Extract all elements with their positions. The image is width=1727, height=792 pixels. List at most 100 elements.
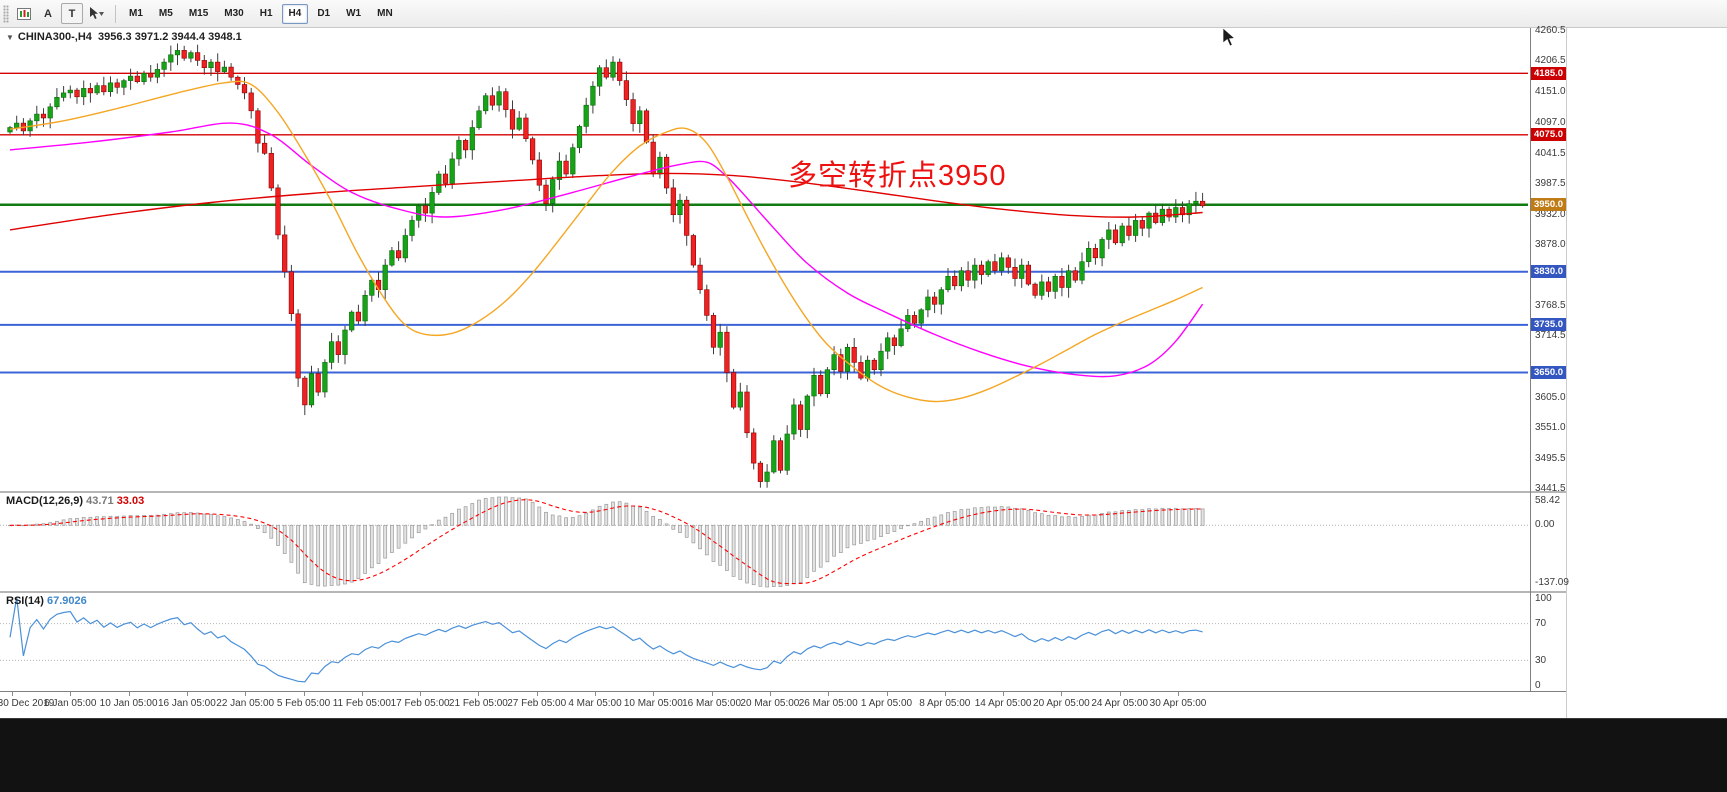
time-tick <box>653 692 655 696</box>
pane-splitter[interactable] <box>0 591 1566 593</box>
chart-window-icon <box>17 7 31 20</box>
price-tick-label: 4151.0 <box>1535 86 1566 98</box>
time-tick <box>1061 692 1063 696</box>
price-tick-label: 3932.0 <box>1535 208 1566 220</box>
macd-signal-line <box>10 499 1203 585</box>
time-tick <box>828 692 830 696</box>
time-label: 6 Jan 05:00 <box>44 698 97 709</box>
rsi-axis[interactable]: 100 70 30 0 <box>1531 593 1566 691</box>
macd-histogram <box>8 496 1205 588</box>
macd-axis[interactable]: 58.42 0.00 -137.09 <box>1531 493 1569 591</box>
horizontal-level-lines[interactable] <box>0 72 1528 374</box>
price-level-label: 3830.0 <box>1531 265 1566 279</box>
price-level-label: 3650.0 <box>1531 365 1566 379</box>
time-axis[interactable]: 30 Dec 2019 6 Jan 05:00 10 Jan 05:00 16 Jan… <box>0 691 1566 718</box>
time-label: 10 Jan 05:00 <box>99 698 158 709</box>
time-tick <box>536 692 538 696</box>
price-axis[interactable]: 4260.5 4206.5 4151.0 4097.0 4041.5 3987.5 3932… <box>1531 25 1566 494</box>
time-tick <box>70 692 72 696</box>
chart-right-edge <box>1566 28 1567 718</box>
time-label: 30 Dec 2019 <box>0 698 55 709</box>
time-label: 24 Apr 05:00 <box>1091 698 1149 709</box>
time-tick <box>944 692 946 696</box>
cursor-dropdown-icon <box>90 7 104 19</box>
price-tick-label: 3768.5 <box>1535 300 1566 312</box>
right-empty-area <box>1567 28 1727 718</box>
macd-pane[interactable]: MACD(12,26,9) 43.71 33.03 <box>0 493 1530 591</box>
ma-slow-red <box>9 172 1203 231</box>
text-annotation-button[interactable]: A <box>37 3 59 24</box>
time-label: 27 Feb 05:00 <box>507 698 567 709</box>
symbol-label: CHINA300-,H4 <box>17 31 92 43</box>
time-label: 8 Apr 05:00 <box>919 698 971 709</box>
rsi-tick-label: 70 <box>1535 618 1547 630</box>
price-tick-label: 3987.5 <box>1535 177 1566 189</box>
time-label: 21 Feb 05:00 <box>448 698 508 709</box>
time-tick <box>12 692 13 696</box>
macd-tick-label: -137.09 <box>1535 577 1569 588</box>
time-tick <box>420 692 422 696</box>
timeframe-w1-button[interactable]: W1 <box>339 4 368 24</box>
time-label: 20 Apr 05:00 <box>1033 698 1090 709</box>
price-axis-border <box>1530 28 1531 718</box>
rsi-tick-label: 0 <box>1535 680 1541 691</box>
time-tick <box>1119 692 1121 696</box>
time-label: 22 Jan 05:00 <box>216 698 275 709</box>
timeframe-h1-button[interactable]: H1 <box>253 4 280 24</box>
price-tick-label: 4097.0 <box>1535 116 1566 128</box>
time-label: 16 Mar 05:00 <box>682 698 742 709</box>
time-tick <box>711 692 713 696</box>
ma-mid-magenta <box>9 122 1204 378</box>
time-label: 10 Mar 05:00 <box>623 698 683 709</box>
chart-title: ▼ CHINA300-,H4 3956.3 3971.2 3944.4 3948.… <box>6 31 242 43</box>
candlestick-chart[interactable] <box>0 28 1530 491</box>
cursor-dropdown-button[interactable] <box>85 3 109 24</box>
price-level-label: 3950.0 <box>1531 198 1566 212</box>
macd-plot[interactable] <box>0 493 1530 591</box>
timeframe-mn-button[interactable]: MN <box>370 4 400 24</box>
timeframe-m1-button[interactable]: M1 <box>122 4 150 24</box>
rsi-plot[interactable] <box>0 593 1530 691</box>
price-tick-label: 4260.5 <box>1535 25 1566 37</box>
rsi-tick-label: 100 <box>1535 593 1552 604</box>
toolbar-grip[interactable] <box>3 4 9 23</box>
toolbar-separator <box>115 4 116 23</box>
time-tick <box>595 692 596 696</box>
time-tick <box>361 692 363 696</box>
main-price-pane[interactable]: ▼ CHINA300-,H4 3956.3 3971.2 3944.4 3948.… <box>0 28 1530 491</box>
chart-window-button[interactable] <box>13 3 35 24</box>
pane-splitter[interactable] <box>0 491 1566 493</box>
price-tick-label: 4206.5 <box>1535 55 1566 67</box>
time-label: 14 Apr 05:00 <box>974 698 1032 709</box>
time-tick <box>478 692 480 696</box>
macd-tick-label: 58.42 <box>1535 495 1561 506</box>
time-label: 17 Feb 05:00 <box>390 698 450 709</box>
timeframe-m15-button[interactable]: M15 <box>182 4 215 24</box>
time-tick <box>1003 692 1005 696</box>
price-level-label: 3735.0 <box>1531 318 1566 332</box>
time-label: 1 Apr 05:00 <box>860 698 913 709</box>
time-label: 4 Mar 05:00 <box>568 698 622 709</box>
price-tick-label: 3551.0 <box>1535 421 1566 433</box>
time-label: 20 Mar 05:00 <box>740 698 800 709</box>
price-tick-label: 3495.5 <box>1535 452 1566 464</box>
timeframe-toolbar: M1 M5 M15 M30 H1 H4 D1 W1 MN <box>121 3 401 24</box>
timeframe-h4-button[interactable]: H4 <box>281 3 309 24</box>
time-label: 26 Mar 05:00 <box>798 698 858 709</box>
price-tick-label: 3714.5 <box>1535 330 1566 342</box>
price-tick-label: 3605.0 <box>1535 391 1566 403</box>
macd-tick-label: 0.00 <box>1535 519 1555 531</box>
text-box-button[interactable]: T <box>61 3 83 24</box>
timeframe-m30-button[interactable]: M30 <box>217 4 250 24</box>
timeframe-d1-button[interactable]: D1 <box>310 4 337 24</box>
rsi-pane[interactable]: RSI(14) 67.9026 <box>0 593 1530 691</box>
timeframe-m5-button[interactable]: M5 <box>152 4 180 24</box>
annotation-text[interactable]: 多空转折点3950 <box>788 160 1007 192</box>
symbol-dropdown-icon[interactable]: ▼ <box>6 33 14 42</box>
time-label: 11 Feb 05:00 <box>332 698 391 709</box>
time-label: 16 Jan 05:00 <box>157 698 216 709</box>
price-level-label: 4075.0 <box>1531 128 1566 142</box>
time-tick <box>1178 692 1179 696</box>
